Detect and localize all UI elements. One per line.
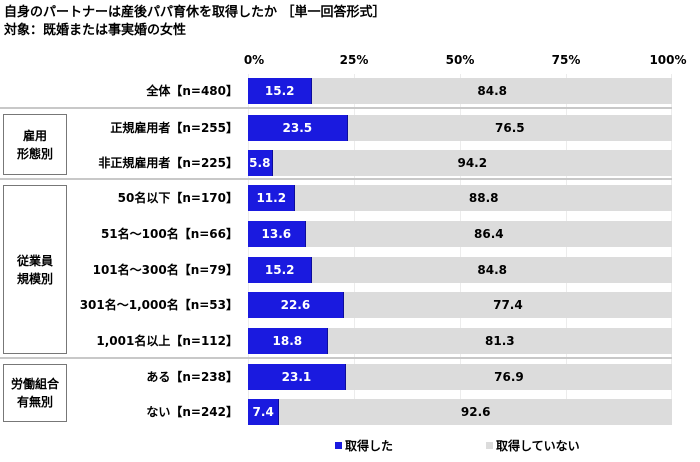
bar-segment-taken: 23.1	[248, 364, 346, 390]
gridline-25	[354, 74, 355, 424]
group-label-employment-type: 雇用 形態別	[3, 114, 67, 175]
bar-row: 23.1 76.9	[248, 364, 672, 390]
bar-segment-taken: 7.4	[248, 399, 280, 425]
bar-segment-not-taken: 77.4	[493, 298, 523, 312]
legend-swatch-taken-icon	[335, 442, 342, 449]
bar-segment-not-taken: 86.4	[474, 227, 504, 241]
axis-tick-25: 25%	[339, 53, 369, 67]
title-line1: 自身のパートナーは産後パパ育休を取得したか ［単一回答形式］	[4, 5, 386, 20]
axis-tick-0: 0%	[243, 53, 265, 67]
bar-segment-taken: 11.2	[248, 185, 296, 211]
bar-segment-not-taken: 81.3	[485, 334, 515, 348]
bar-row: 22.6 77.4	[248, 292, 672, 318]
axis-tick-50: 50%	[445, 53, 475, 67]
gridline-100	[671, 74, 672, 424]
group-label-line: 労働組合	[10, 377, 59, 391]
group-separator	[0, 357, 672, 359]
gridline-0	[248, 74, 249, 424]
bar-segment-not-taken: 94.2	[457, 156, 488, 170]
row-label: ない【n=242】	[146, 405, 238, 419]
row-label: 50名以下【n=170】	[117, 191, 238, 205]
legend-label-taken: 取得した	[345, 439, 394, 453]
chart-title: 自身のパートナーは産後パパ育休を取得したか ［単一回答形式］ 対象：既婚または事…	[4, 4, 386, 40]
title-line2: 対象：既婚または事実婚の女性	[4, 23, 187, 38]
bar-row: 15.2 84.8	[248, 257, 672, 283]
row-label: 全体【n=480】	[146, 84, 238, 98]
row-label: 51名～100名【n=66】	[100, 227, 238, 241]
bar-segment-not-taken: 92.6	[460, 405, 491, 419]
bar-row: 7.4 92.6	[248, 399, 672, 425]
row-label: 301名～1,000名【n=53】	[79, 298, 238, 312]
bar-segment-taken: 13.6	[248, 221, 306, 247]
gridline-75	[566, 74, 567, 424]
axis-tick-100: 100%	[649, 53, 687, 67]
axis-tick-75: 75%	[551, 53, 581, 67]
row-label: ある【n=238】	[146, 370, 238, 384]
bar-segment-taken: 15.2	[248, 257, 313, 283]
group-label-labor-union: 労働組合 有無別	[3, 364, 67, 422]
gridline-50	[460, 74, 461, 424]
bar-segment-taken: 18.8	[248, 328, 328, 354]
row-label: 101名～300名【n=79】	[92, 263, 238, 277]
bar-row: 13.6 86.4	[248, 221, 672, 247]
bar-row: 23.5 76.5	[248, 115, 672, 141]
group-label-line: 形態別	[16, 146, 53, 161]
group-label-company-size: 従業員 規模別	[3, 185, 67, 354]
bar-row: 15.2 84.8	[248, 78, 672, 104]
bar-segment-taken: 15.2	[248, 78, 313, 104]
bar-segment-not-taken: 84.8	[477, 263, 508, 277]
legend-swatch-not-taken-icon	[486, 442, 493, 449]
row-label: 正規雇用者【n=255】	[110, 121, 238, 135]
legend-item-taken: 取得した	[335, 437, 393, 454]
bar-segment-not-taken: 84.8	[477, 84, 508, 98]
bar-segment-not-taken: 76.9	[494, 370, 524, 384]
bar-segment-not-taken: 76.5	[495, 121, 525, 135]
bar-segment-taken: 22.6	[248, 292, 344, 318]
bar-row: 18.8 81.3	[248, 328, 672, 354]
bar-segment-taken: 23.5	[248, 115, 348, 141]
row-label: 非正規雇用者【n=225】	[98, 156, 238, 170]
legend-label-not-taken: 取得していない	[496, 439, 580, 453]
legend-item-not-taken: 取得していない	[486, 437, 580, 454]
bar-segment-taken: 5.8	[248, 150, 273, 176]
row-label: 1,001名以上【n=112】	[96, 334, 238, 348]
group-label-line: 有無別	[16, 395, 53, 409]
group-separator	[0, 178, 672, 180]
group-separator	[0, 107, 672, 109]
bar-segment-not-taken: 88.8	[468, 191, 499, 205]
bar-row: 11.2 88.8	[248, 185, 672, 211]
group-label-line: 従業員	[16, 253, 53, 268]
bar-row: 5.8 94.2	[248, 150, 672, 176]
group-label-line: 雇用	[22, 128, 47, 143]
group-label-line: 規模別	[16, 271, 53, 286]
